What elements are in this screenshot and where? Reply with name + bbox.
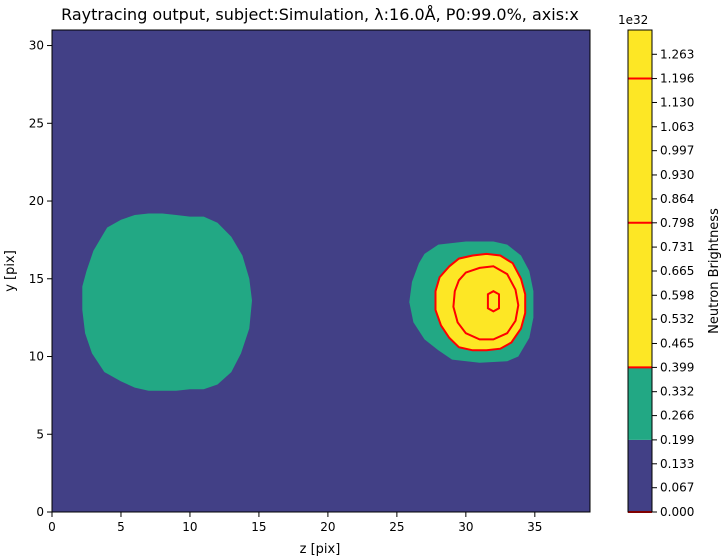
colorbar-tick-label: 0.864: [660, 192, 694, 206]
chart-title: Raytracing output, subject:Simulation, λ…: [61, 5, 579, 24]
colorbar-band-2: [628, 30, 652, 368]
x-tick-label: 30: [458, 520, 473, 534]
x-tick-label: 15: [251, 520, 266, 534]
colorbar-tick-label: 1.063: [660, 120, 694, 134]
x-tick-label: 20: [320, 520, 335, 534]
contour-line-1: [452, 265, 520, 341]
contour-line-2: [486, 290, 500, 313]
colorbar-tick-label: 0.997: [660, 144, 694, 158]
colorbar-tick-label: 0.399: [660, 360, 694, 374]
colorbar-tick-label: 0.598: [660, 288, 694, 302]
colorbar-tick-label: 0.731: [660, 240, 694, 254]
x-axis-label: z [pix]: [300, 542, 341, 557]
x-tick-label: 10: [182, 520, 197, 534]
contour-lines: [434, 252, 527, 352]
y-tick-label: 0: [36, 505, 44, 519]
colorbar-tick-label: 0.133: [660, 457, 694, 471]
region-hot-spot: [435, 253, 526, 351]
colorbar-tick-label: 0.930: [660, 168, 694, 182]
y-tick-label: 5: [36, 427, 44, 441]
colorbar-tick-label: 0.532: [660, 312, 694, 326]
colorbar-tick-label: 0.798: [660, 216, 694, 230]
region-left-blob: [82, 213, 252, 391]
colorbar-tick-label: 0.000: [660, 505, 694, 519]
colorbar: 0.000 0.067 0.133 0.199 0.266 0.332 0.399 0.465…: [627, 29, 694, 519]
plot-frame: [51, 29, 591, 513]
x-tick-label: 35: [527, 520, 542, 534]
colorbar-band-0: [628, 439, 652, 512]
y-axis-label: y [pix]: [3, 250, 18, 292]
x-axis: 0 5 10 15 20 25 30 35: [48, 512, 542, 534]
y-tick-label: 20: [29, 194, 44, 208]
y-tick-label: 25: [29, 116, 44, 130]
colorbar-tick-label: 0.067: [660, 481, 694, 495]
y-axis: 0 5 10 15 20 25 30: [29, 39, 52, 519]
colorbar-band-1: [628, 367, 652, 440]
y-tick-label: 30: [29, 39, 44, 53]
x-tick-label: 0: [48, 520, 56, 534]
colorbar-tick-label: 0.465: [660, 336, 694, 350]
colorbar-exponent: 1e32: [618, 13, 648, 27]
colorbar-tick-label: 1.130: [660, 95, 694, 109]
colorbar-tick-label: 0.266: [660, 409, 694, 423]
colorbar-tick-label: 0.332: [660, 385, 694, 399]
contour-line-0: [434, 252, 527, 352]
colorbar-tick-label: 0.665: [660, 264, 694, 278]
plot-area: [51, 29, 591, 513]
x-tick-label: 5: [117, 520, 125, 534]
colorbar-tick-label: 0.199: [660, 433, 694, 447]
y-tick-label: 10: [29, 350, 44, 364]
y-tick-label: 15: [29, 272, 44, 286]
x-tick-label: 25: [389, 520, 404, 534]
colorbar-label: Neutron Brightness: [707, 208, 722, 334]
colorbar-tick-label: 1.196: [660, 72, 694, 86]
colorbar-tick-label: 1.263: [660, 47, 694, 61]
